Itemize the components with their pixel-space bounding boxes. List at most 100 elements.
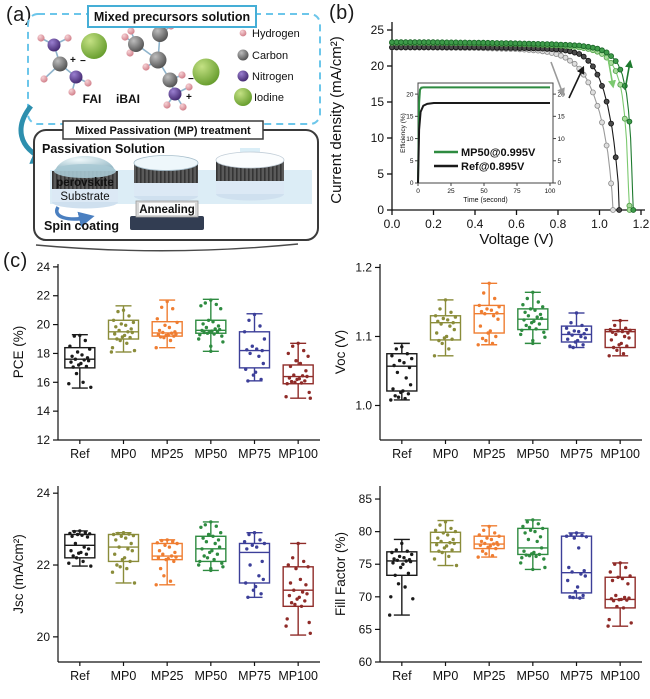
svg-text:0.0: 0.0 <box>384 217 401 231</box>
hydrogen-atom <box>68 88 76 96</box>
voc-boxplot: 1.0 1.1 1.2 Voc (V) Ref MP0 MP25 MP50 MP75 MP100 <box>333 260 642 461</box>
svg-text:MP0: MP0 <box>111 447 137 461</box>
inset-series <box>417 86 550 184</box>
svg-text:MP25: MP25 <box>473 669 506 683</box>
legend-label-hydrogen: Hydrogen <box>252 28 300 40</box>
svg-text:75: 75 <box>359 557 373 571</box>
svg-text:60: 60 <box>359 655 373 669</box>
svg-text:MP50: MP50 <box>195 669 228 683</box>
jv-axes <box>387 22 645 215</box>
svg-text:MP75: MP75 <box>238 447 271 461</box>
svg-text:15: 15 <box>371 95 385 109</box>
points-MP100 <box>284 341 312 400</box>
points-MP75 <box>564 531 589 600</box>
legend-label-nitrogen: Nitrogen <box>252 71 294 83</box>
hydrogen-atom <box>178 71 186 79</box>
legend-label-iodine: Iodine <box>254 92 284 104</box>
svg-text:25: 25 <box>447 188 455 195</box>
svg-text:1.2: 1.2 <box>355 260 372 274</box>
ibai-minus-charge: − <box>188 74 194 85</box>
inset-series <box>417 102 550 184</box>
hydrogen-atom <box>126 49 134 57</box>
treatment-title-box <box>62 120 264 140</box>
panel-a-label: (a) <box>6 4 32 26</box>
box-Ref <box>64 333 96 389</box>
iodine-atom <box>81 33 107 59</box>
molecule-ibai: + − iBAI <box>116 19 220 111</box>
svg-text:PCE (%): PCE (%) <box>11 326 26 379</box>
svg-text:0: 0 <box>558 180 562 187</box>
box-MP25 <box>151 539 183 586</box>
points-MP0 <box>110 531 137 585</box>
svg-text:22: 22 <box>37 289 51 303</box>
box-Ref <box>386 538 418 616</box>
hydrogen-legend-icon <box>239 29 247 37</box>
spin-coating-label: Spin coating <box>44 219 119 233</box>
box-axes <box>375 264 642 444</box>
svg-text:MP100: MP100 <box>600 669 640 683</box>
points-MP100 <box>606 561 633 628</box>
svg-text:24: 24 <box>37 260 51 274</box>
svg-text:0.4: 0.4 <box>467 217 484 231</box>
svg-text:0.8: 0.8 <box>550 217 567 231</box>
svg-text:70: 70 <box>359 590 373 604</box>
box-MP25 <box>473 282 505 346</box>
svg-text:15: 15 <box>558 114 566 121</box>
hydrogen-atom <box>127 27 135 35</box>
substrate-label: Substrate <box>60 191 109 203</box>
carbon-atom <box>149 51 167 69</box>
spin-arrow-icon <box>55 206 95 228</box>
iodine-atom <box>192 58 220 86</box>
points-MP75 <box>564 311 589 350</box>
atom-legend: Hydrogen Carbon Nitrogen Iodine <box>234 28 300 106</box>
precursors-title-box <box>87 5 257 28</box>
treatment-title: Mixed Passivation (MP) treatment <box>75 125 251 137</box>
svg-text:5: 5 <box>410 158 414 165</box>
points-MP75 <box>242 531 267 599</box>
svg-text:5: 5 <box>558 158 562 165</box>
svg-text:MP0: MP0 <box>433 669 459 683</box>
box-Ref <box>64 530 96 567</box>
svg-text:MP100: MP100 <box>278 669 318 683</box>
points-MP50 <box>197 520 225 573</box>
svg-text:Ref: Ref <box>392 447 412 461</box>
annealing-label: Annealing <box>139 204 195 216</box>
svg-text:10: 10 <box>406 136 414 143</box>
panel-brace <box>35 243 299 252</box>
svg-text:20: 20 <box>406 91 414 98</box>
points-MP50 <box>519 518 547 572</box>
svg-text:MP100: MP100 <box>600 447 640 461</box>
hydrogen-atom <box>64 34 72 42</box>
box-MP75 <box>560 532 593 599</box>
svg-text:75: 75 <box>513 188 521 195</box>
svg-text:15: 15 <box>406 114 414 121</box>
jv-series-Ref-reverse-scan <box>389 44 623 213</box>
svg-text:0: 0 <box>410 180 414 187</box>
svg-text:Ref: Ref <box>70 447 90 461</box>
svg-text:0.2: 0.2 <box>425 217 442 231</box>
carbon-atom <box>128 36 144 52</box>
svg-text:10: 10 <box>558 136 566 143</box>
hotplate-base <box>130 216 204 230</box>
molecule-fai: + − FAI <box>37 33 107 106</box>
perovskite-label: perovskite <box>56 177 114 189</box>
points-MP0 <box>432 298 458 358</box>
points-Ref <box>67 529 93 568</box>
fai-plus-charge: + <box>70 55 76 66</box>
svg-text:0: 0 <box>416 188 420 195</box>
pce-boxplot: 12 14 16 18 20 22 24 PCE (%) Ref MP0 MP25 MP50 MP75 M… <box>11 260 320 461</box>
panel-b-label: (b) <box>329 2 355 24</box>
nitrogen-atom <box>168 87 182 101</box>
carbon-atom <box>152 26 168 42</box>
sample-spincoat: perovskite Substrate <box>52 156 118 209</box>
carbon-legend-icon <box>237 49 249 61</box>
svg-text:Voc (V): Voc (V) <box>333 330 348 374</box>
box-MP0 <box>429 299 462 357</box>
hydrogen-atom <box>163 101 171 109</box>
svg-text:MP100: MP100 <box>278 447 318 461</box>
hydrogen-atom <box>40 75 48 83</box>
svg-text:MP25: MP25 <box>151 669 184 683</box>
hydrogen-atom <box>37 34 45 42</box>
precursors-title: Mixed precursors solution <box>94 10 250 24</box>
box-MP75 <box>238 313 271 382</box>
